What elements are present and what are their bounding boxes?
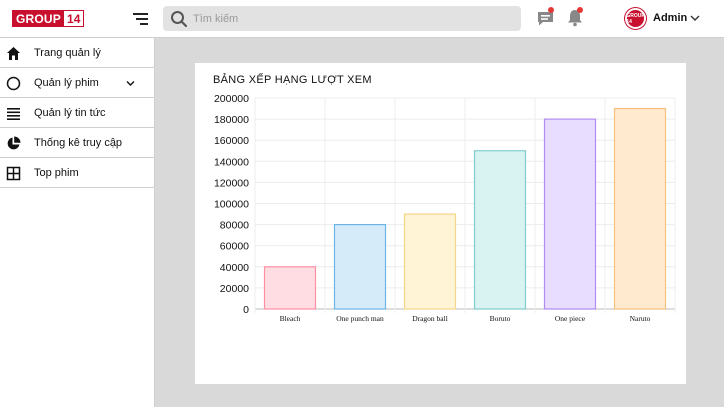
- x-tick-label: One piece: [555, 314, 586, 323]
- x-tick-label: Naruto: [630, 314, 651, 323]
- x-tick-label: Dragon ball: [412, 314, 448, 323]
- user-name[interactable]: Admin: [653, 12, 688, 24]
- bar-one-piece: [543, 118, 597, 310]
- circle-icon: [6, 76, 21, 91]
- sidebar-item-dashboard[interactable]: Trang quản lý: [0, 38, 154, 68]
- chevron-down-icon[interactable]: [690, 14, 700, 22]
- y-tick-label: 160000: [214, 135, 249, 147]
- y-tick-label: 200000: [214, 93, 249, 105]
- home-icon: [7, 47, 20, 60]
- sidebar: Trang quản lý Quản lý phim Quản lý tin t…: [0, 38, 155, 407]
- logo[interactable]: GROUP 14: [12, 10, 85, 27]
- sidebar-item-label: Quản lý phim: [34, 77, 99, 89]
- y-tick-label: 80000: [220, 220, 249, 232]
- y-tick-label: 120000: [214, 177, 249, 189]
- logo-text-group: GROUP: [13, 11, 65, 26]
- y-tick-label: 100000: [214, 199, 249, 211]
- notifications-button[interactable]: [566, 7, 588, 29]
- bar-bleach: [263, 266, 317, 310]
- chevron-down-icon[interactable]: [126, 80, 135, 87]
- y-tick-label: 140000: [214, 156, 249, 168]
- search-input[interactable]: [193, 9, 513, 28]
- x-tick-label: One punch man: [336, 314, 384, 323]
- sidebar-item-statistics[interactable]: Thống kê truy cập: [0, 128, 154, 158]
- message-icon: [538, 12, 553, 26]
- bar-naruto: [613, 107, 667, 310]
- x-tick-label: Boruto: [490, 314, 511, 323]
- sidebar-item-movies[interactable]: Quản lý phim: [0, 68, 154, 98]
- top-bar: GROUP 14 GROUP 14 Admin: [0, 0, 724, 38]
- avatar[interactable]: GROUP 14: [625, 8, 646, 29]
- y-tick-label: 20000: [220, 283, 249, 295]
- sidebar-item-label: Quản lý tin tức: [34, 107, 106, 119]
- y-tick-label: 60000: [220, 241, 249, 253]
- menu-toggle-icon[interactable]: [133, 12, 148, 26]
- sidebar-item-label: Thống kê truy cập: [34, 137, 123, 149]
- x-tick-label: Bleach: [280, 314, 301, 323]
- y-tick-label: 0: [243, 304, 249, 316]
- chart-card: BẢNG XẾP HẠNG LƯỢT XEM 0 20000 40000 60000 8…: [195, 63, 686, 384]
- sidebar-item-label: Trang quản lý: [34, 47, 101, 59]
- bar-chart: BẢNG XẾP HẠNG LƯỢT XEM 0 20000 40000 60000 8…: [213, 73, 676, 323]
- y-tick-label: 40000: [220, 262, 249, 274]
- sidebar-item-news[interactable]: Quản lý tin tức: [0, 98, 154, 128]
- search-icon[interactable]: [170, 10, 188, 28]
- sidebar-item-label: Top phim: [34, 167, 79, 179]
- sidebar-item-top-movies[interactable]: Top phim: [0, 158, 154, 188]
- bar-one-punch-man: [333, 224, 387, 310]
- list-icon: [7, 108, 20, 120]
- logo-text-number: 14: [64, 11, 84, 26]
- search-bar: [163, 6, 521, 31]
- bar-boruto: [473, 150, 527, 310]
- bell-icon: [568, 10, 582, 27]
- grid-icon: [6, 166, 21, 181]
- pie-chart-icon: [7, 136, 21, 150]
- bar-dragon-ball: [403, 213, 457, 310]
- notification-dot: [577, 7, 583, 13]
- messages-button[interactable]: [536, 7, 558, 29]
- chart-title: BẢNG XẾP HẠNG LƯỢT XEM: [213, 73, 372, 86]
- y-tick-label: 180000: [214, 114, 249, 126]
- notification-dot: [548, 7, 554, 13]
